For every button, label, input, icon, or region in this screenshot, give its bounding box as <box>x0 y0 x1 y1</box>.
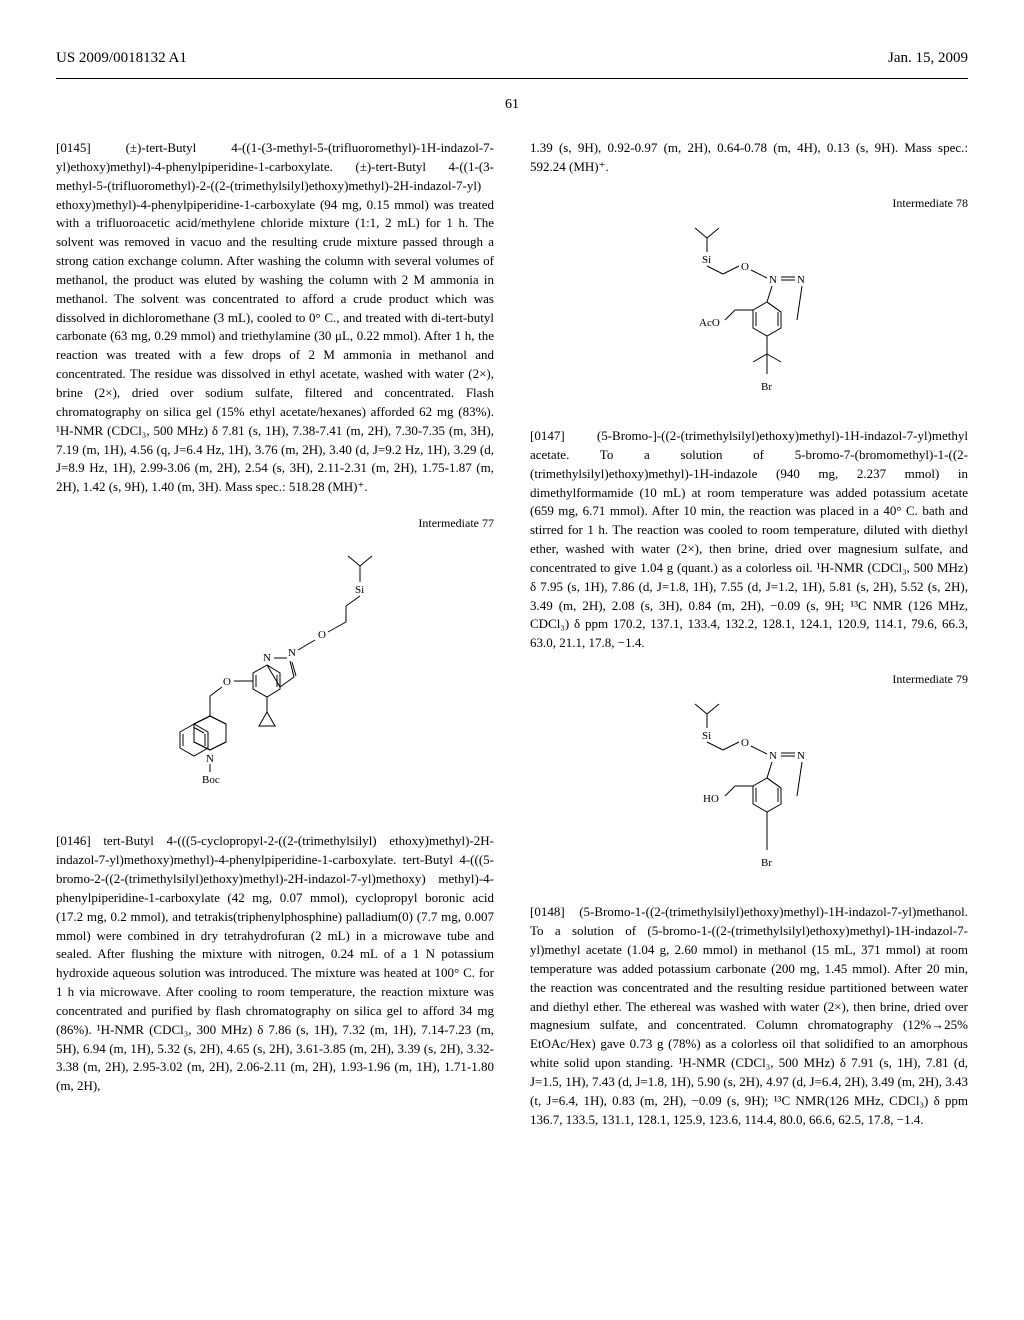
svg-text:AcO: AcO <box>699 317 720 329</box>
svg-text:Si: Si <box>702 254 711 266</box>
right-column: 1.39 (s, 9H), 0.92-0.97 (m, 2H), 0.64-0.… <box>530 139 968 1137</box>
svg-text:N: N <box>288 647 296 659</box>
paragraph-0146-continued: 1.39 (s, 9H), 0.92-0.97 (m, 2H), 0.64-0.… <box>530 139 968 177</box>
svg-text:N: N <box>797 274 805 286</box>
intermediate-79-structure: Si O N N HO <box>530 694 968 885</box>
svg-text:HO: HO <box>703 793 719 805</box>
header-rule <box>56 78 968 79</box>
patent-number: US 2009/0018132 A1 <box>56 48 187 70</box>
paragraph-0148: [0148] (5-Bromo-1-((2-(trimethylsilyl)et… <box>530 903 968 1129</box>
paragraph-0146: [0146] tert-Butyl 4-(((5-cyclopropyl-2-(… <box>56 832 494 1096</box>
svg-text:Si: Si <box>702 730 711 742</box>
patent-header: US 2009/0018132 A1 Jan. 15, 2009 <box>56 48 968 70</box>
paragraph-0145: [0145] (±)-tert-Butyl 4-((1-(3-methyl-5-… <box>56 139 494 497</box>
patent-date: Jan. 15, 2009 <box>888 48 968 70</box>
intermediate-77-structure: Si O N N <box>56 538 494 814</box>
svg-text:Boc: Boc <box>202 774 220 786</box>
svg-text:O: O <box>741 261 749 273</box>
svg-text:O: O <box>741 737 749 749</box>
svg-text:O: O <box>223 676 231 688</box>
intermediate-79-label: Intermediate 79 <box>530 671 968 688</box>
intermediate-78-label: Intermediate 78 <box>530 195 968 212</box>
svg-text:Si: Si <box>355 584 364 596</box>
svg-text:N: N <box>797 750 805 762</box>
page-number: 61 <box>56 95 968 115</box>
two-column-layout: [0145] (±)-tert-Butyl 4-((1-(3-methyl-5-… <box>56 139 968 1137</box>
svg-text:Br: Br <box>761 381 772 393</box>
svg-text:O: O <box>318 629 326 641</box>
svg-text:N: N <box>769 750 777 762</box>
svg-text:N: N <box>263 652 271 664</box>
paragraph-0147: [0147] (5-Bromo-]-((2-(trimethylsilyl)et… <box>530 427 968 653</box>
svg-text:N: N <box>206 753 214 765</box>
intermediate-78-structure: Si O N N <box>530 218 968 409</box>
svg-text:N: N <box>769 274 777 286</box>
intermediate-77-label: Intermediate 77 <box>56 515 494 532</box>
left-column: [0145] (±)-tert-Butyl 4-((1-(3-methyl-5-… <box>56 139 494 1137</box>
svg-text:Br: Br <box>761 857 772 869</box>
